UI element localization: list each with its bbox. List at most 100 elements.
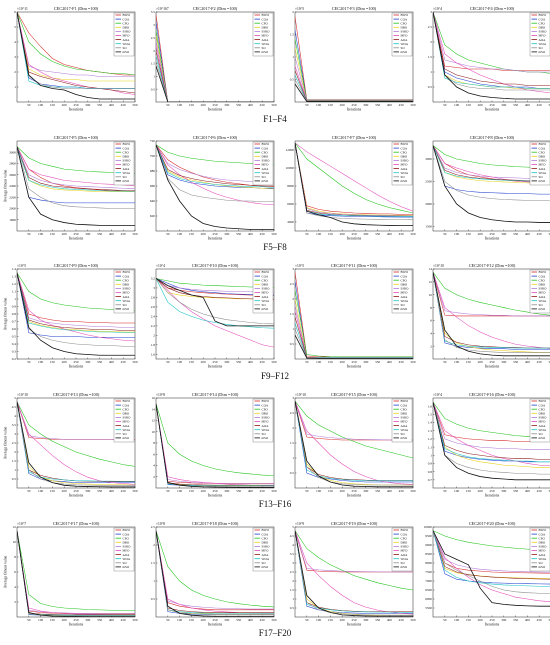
series-line-mso (156, 403, 274, 488)
legend-label-mso: mSO (401, 50, 408, 54)
y-tick-label: 3 (292, 396, 294, 400)
y-tick-label: 2.5 (290, 411, 295, 415)
legend-label-so: SO (539, 303, 544, 307)
legend-label-ssro: SSRO (123, 30, 132, 34)
x-tick-label: 150 (466, 360, 471, 364)
x-tick-label: 500 (271, 618, 276, 622)
y-tick-label: 9500 (425, 534, 432, 538)
y-tick-label: 6 (153, 452, 155, 456)
x-tick-label: 300 (501, 360, 506, 364)
x-tick-label: 100 (38, 618, 43, 622)
series-line-woa (433, 530, 550, 587)
series-line-mso (17, 272, 135, 356)
series-line-cpo (295, 142, 413, 214)
y-tick-label: 1 (430, 453, 432, 457)
x-tick-label: 150 (328, 103, 333, 107)
legend-label-so: SO (539, 561, 544, 565)
y-tick-label: 0.5 (290, 606, 295, 610)
x-tick-label: 150 (189, 489, 194, 493)
y-tick-label: 1.1 (428, 445, 433, 449)
series-line-coa (433, 530, 550, 585)
series-line-mso (433, 402, 550, 481)
y-tick-label: 1.5 (290, 312, 295, 316)
chart-title: CEC2017-F6 (Dim =100) (193, 135, 238, 140)
series-line-so (17, 272, 135, 347)
x-tick-label: 400 (248, 103, 253, 107)
x-tick-label: 150 (328, 489, 333, 493)
x-tick-label: 250 (212, 489, 217, 493)
x-tick-label: 300 (501, 489, 506, 493)
y-tick-label: 10000 (286, 166, 295, 170)
legend-label-coa: COA (539, 17, 546, 21)
legend-label-mfo: MFO (123, 163, 131, 167)
x-tick-label: 150 (328, 360, 333, 364)
legend-label-coa: COA (262, 532, 269, 536)
chart-svg: CEC2017-F4 (Dim =100)×10^40.511.522.5350… (428, 6, 550, 112)
x-tick-label: 450 (399, 618, 404, 622)
x-tick-label: 350 (375, 360, 380, 364)
x-tick-label: 200 (201, 103, 206, 107)
y-tick-label: 0.5 (12, 477, 17, 481)
series-line-bwo (295, 16, 413, 101)
y-tick-label: 1.6 (428, 404, 433, 408)
y-tick-label: 1.5 (428, 55, 433, 59)
series-line-mso (156, 278, 274, 327)
x-tick-label: 50 (27, 360, 31, 364)
legend-label-cpo: CPO (123, 278, 130, 282)
x-tick-label: 200 (340, 618, 345, 622)
x-tick-label: 250 (489, 103, 494, 107)
y-tick-label: 1 (292, 597, 294, 601)
legend-label-dbo: DBO (401, 283, 408, 287)
y-tick-label: 14 (152, 407, 156, 411)
legend-label-bwo: BWO (401, 13, 409, 17)
x-tick-label: 450 (537, 232, 542, 236)
legend-label-bwo: BWO (262, 528, 270, 532)
y-tick-label: 6 (14, 570, 16, 574)
x-tick-label: 200 (62, 489, 67, 493)
series-line-ssro (295, 56, 413, 101)
x-axis-label: Iterations (69, 623, 84, 627)
y-tick-label: 1 (153, 74, 155, 78)
legend-label-woa: WOA (262, 42, 270, 46)
chart-svg: CEC2017-F12 (Dim =100) ×10^10 2 4 6 8 10 12 14 50… (429, 263, 550, 369)
series-line-coa (433, 12, 550, 89)
x-tick-label: 400 (387, 360, 392, 364)
y-tick-label: 6 (430, 319, 432, 323)
legend-label-so: SO (262, 46, 267, 50)
legend-label-ssro: SSRO (539, 416, 548, 420)
series-line-ssro (295, 142, 413, 217)
x-tick-label: 500 (132, 232, 137, 236)
x-tick-label: 350 (97, 103, 102, 107)
series-line-so (156, 144, 274, 203)
legend-label-cpo: CPO (539, 150, 546, 154)
series-line-woa (433, 402, 550, 463)
x-tick-label: 200 (478, 103, 483, 107)
chart-panel-f12: CEC2017-F12 (Dim =100) ×10^10 2 4 6 8 10 12 14 50… (419, 261, 550, 371)
legend-label-mso: mSO (401, 307, 408, 311)
chart-title: CEC2017-F20 (Dim =100) (469, 521, 516, 526)
legend-label-mfo: MFO (262, 34, 270, 38)
y-tick-label: 2 (14, 450, 16, 454)
legend-label-dbo: DBO (401, 155, 408, 159)
axis-exponent: ×10^8 (156, 522, 165, 526)
y-tick-label: 2800 (9, 162, 16, 166)
x-tick-label: 150 (466, 489, 471, 493)
legend-label-woa: WOA (123, 171, 131, 175)
series-line-dbo (17, 272, 135, 333)
x-tick-label: 150 (466, 103, 471, 107)
x-tick-label: 200 (62, 360, 67, 364)
legend-label-mso: mSO (262, 565, 269, 569)
legend-label-mso: mSO (262, 307, 269, 311)
x-tick-label: 200 (478, 618, 483, 622)
x-tick-label: 500 (410, 103, 415, 107)
chart-panel-f20: CEC2017-F20 (Dim =100) 5500 6000 6500 7000 75… (419, 519, 550, 629)
legend-label-so: SO (123, 46, 128, 50)
y-tick-label: 3 (292, 561, 294, 565)
legend-label-woa: WOA (262, 557, 270, 561)
legend-label-aoa: AOA (262, 424, 270, 428)
legend-label-bwo: BWO (123, 13, 131, 17)
legend-label-woa: WOA (262, 428, 270, 432)
x-tick-label: 400 (525, 618, 530, 622)
chart-panel-f5: CEC2017-F5 (Dim =100) 1800 2000 2200 2400 260… (3, 133, 138, 243)
